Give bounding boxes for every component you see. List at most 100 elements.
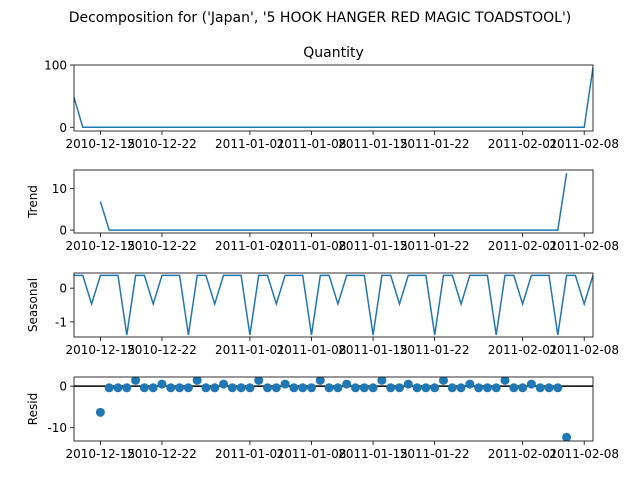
resid-point — [219, 379, 229, 389]
x-tick-label: 2011-02-01 — [488, 137, 558, 151]
y-axis-label: Resid — [26, 393, 40, 425]
x-tick-label: 2011-02-08 — [549, 447, 619, 461]
x-tick-label: 2010-12-22 — [127, 239, 197, 253]
resid-point — [175, 383, 185, 393]
resid-point — [315, 377, 325, 385]
resid-point — [192, 377, 202, 385]
x-tick-label: 2011-01-01 — [215, 343, 285, 357]
resid-point — [280, 379, 290, 389]
plot-area — [74, 274, 593, 336]
x-tick-label: 2011-01-15 — [338, 447, 408, 461]
resid-point — [421, 383, 431, 393]
x-tick-label: 2011-01-22 — [400, 447, 470, 461]
resid-point — [350, 383, 360, 393]
x-tick-label: 2011-01-01 — [215, 447, 285, 461]
series-line-seasonal — [74, 274, 593, 336]
resid-point — [245, 383, 255, 393]
x-tick-label: 2011-02-01 — [488, 239, 558, 253]
series-line-quantity — [74, 67, 593, 129]
y-tick-label: 0 — [59, 224, 67, 238]
x-tick-label: 2010-12-15 — [66, 343, 136, 357]
x-tick-label: 2011-01-22 — [400, 343, 470, 357]
resid-point — [526, 379, 536, 389]
x-tick-label: 2011-01-15 — [338, 137, 408, 151]
y-tick-label: -1 — [55, 315, 67, 329]
axes-frame — [73, 64, 594, 132]
resid-point — [113, 383, 123, 393]
resid-point — [359, 383, 369, 393]
resid-point — [298, 383, 308, 393]
resid-point — [377, 377, 387, 385]
series-line-trend — [99, 173, 568, 231]
resid-point — [157, 379, 167, 389]
resid-point — [500, 377, 510, 385]
resid-point — [201, 383, 211, 393]
y-tick-label: 100 — [44, 59, 67, 73]
y-axis-label: Seasonal — [26, 278, 40, 332]
resid-point — [386, 383, 396, 393]
x-tick-label: 2011-01-22 — [400, 137, 470, 151]
x-tick-label: 2010-12-22 — [127, 137, 197, 151]
resid-point — [324, 383, 334, 393]
resid-point — [236, 383, 246, 393]
plot-area — [74, 377, 593, 441]
plot-area — [99, 173, 568, 231]
x-tick-label: 2011-01-01 — [215, 239, 285, 253]
resid-point — [95, 407, 105, 417]
resid-point — [148, 383, 158, 393]
x-tick-label: 2011-01-22 — [400, 239, 470, 253]
y-axis-label: Trend — [26, 185, 40, 219]
x-tick-label: 2011-02-08 — [549, 239, 619, 253]
x-tick-label: 2010-12-15 — [66, 447, 136, 461]
resid-point — [394, 383, 404, 393]
y-tick-label: 0 — [59, 380, 67, 394]
resid-point — [333, 383, 343, 393]
x-tick-label: 2011-01-15 — [338, 239, 408, 253]
axes-frame — [73, 376, 594, 442]
resid-point — [342, 379, 352, 389]
x-tick-label: 2011-02-01 — [488, 447, 558, 461]
x-tick-label: 2011-01-15 — [338, 343, 408, 357]
x-tick-label: 2010-12-15 — [66, 239, 136, 253]
resid-point — [183, 383, 193, 393]
resid-point — [166, 383, 176, 393]
resid-point — [210, 383, 220, 393]
resid-point — [438, 377, 448, 385]
resid-point — [131, 377, 141, 385]
resid-point — [456, 383, 466, 393]
resid-point — [412, 383, 422, 393]
resid-point — [482, 383, 492, 393]
y-tick-label: 0 — [59, 282, 67, 296]
resid-point — [122, 383, 132, 393]
y-tick-label: 10 — [52, 182, 67, 196]
resid-point — [553, 383, 563, 393]
resid-point — [139, 383, 149, 393]
resid-point — [368, 383, 378, 393]
resid-point — [254, 377, 264, 385]
x-tick-label: 2011-01-01 — [215, 137, 285, 151]
x-tick-label: 2010-12-22 — [127, 447, 197, 461]
axes-frame — [73, 169, 594, 234]
x-tick-label: 2010-12-22 — [127, 343, 197, 357]
x-tick-label: 2010-12-15 — [66, 137, 136, 151]
resid-point — [465, 379, 475, 389]
x-tick-label: 2011-01-08 — [277, 343, 347, 357]
figure-title: Decomposition for ('Japan', '5 HOOK HANG… — [69, 10, 572, 26]
resid-point — [263, 383, 273, 393]
resid-point — [509, 383, 519, 393]
x-tick-label: 2011-02-01 — [488, 343, 558, 357]
resid-point — [104, 383, 114, 393]
x-tick-label: 2011-01-08 — [277, 239, 347, 253]
resid-point — [562, 432, 572, 441]
resid-point — [289, 383, 299, 393]
resid-point — [535, 383, 545, 393]
resid-point — [403, 379, 413, 389]
resid-point — [474, 383, 484, 393]
resid-point — [271, 383, 281, 393]
y-tick-label: -10 — [47, 421, 67, 435]
resid-point — [447, 383, 457, 393]
